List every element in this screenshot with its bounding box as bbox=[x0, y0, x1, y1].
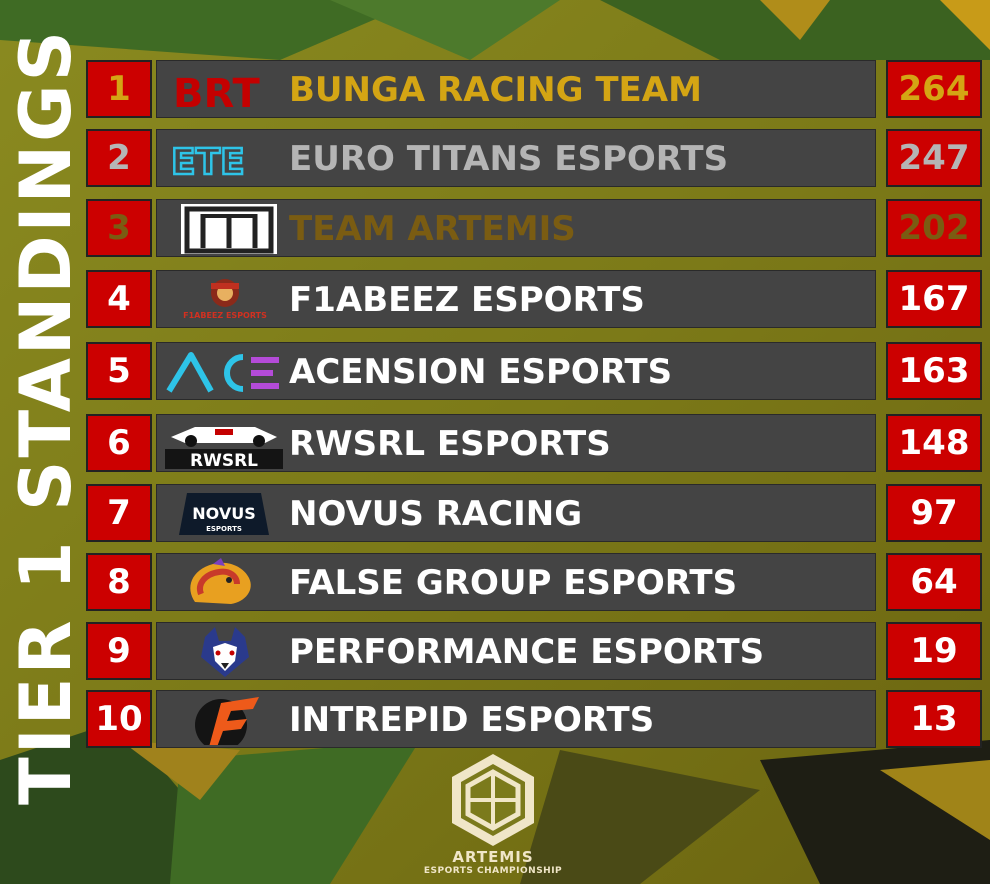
team-name: RWSRL ESPORTS bbox=[289, 424, 611, 464]
artemis-logo-icon bbox=[181, 204, 277, 254]
brt-logo-icon: BRT bbox=[173, 71, 260, 115]
position-badge: 1 bbox=[86, 60, 152, 118]
ace-logo-icon bbox=[166, 352, 279, 393]
f1abeez-logo-icon: F1ABEEZ ESPORTS bbox=[183, 279, 267, 320]
team-cell: ETE EURO TITANS ESPORTS bbox=[156, 129, 876, 187]
ete-logo-icon: ETE bbox=[170, 141, 246, 184]
position-badge: 2 bbox=[86, 129, 152, 187]
team-name: NOVUS RACING bbox=[289, 494, 583, 534]
position-badge: 4 bbox=[86, 270, 152, 328]
team-name: BUNGA RACING TEAM bbox=[289, 70, 702, 110]
team-name: TEAM ARTEMIS bbox=[289, 209, 576, 249]
wolf-logo-icon bbox=[201, 627, 249, 677]
standing-row-9: 9 PERFORMANCE ESPORTS 19 bbox=[0, 622, 990, 680]
footer-subtitle: ESPORTS CHAMPIONSHIP bbox=[423, 866, 563, 876]
team-name: INTREPID ESPORTS bbox=[289, 700, 655, 740]
svg-text:BRT: BRT bbox=[173, 71, 260, 115]
team-cell: TEAM ARTEMIS bbox=[156, 199, 876, 257]
team-cell: RWSRL RWSRL ESPORTS bbox=[156, 414, 876, 472]
points-badge: 97 bbox=[886, 484, 982, 542]
points-badge: 19 bbox=[886, 622, 982, 680]
artemis-championship-logo-icon bbox=[452, 754, 534, 846]
standing-row-6: 6 RWSRL RWSRL ESPORTS 148 bbox=[0, 414, 990, 472]
team-cell: NOVUS ESPORTS NOVUS RACING bbox=[156, 484, 876, 542]
team-name: FALSE GROUP ESPORTS bbox=[289, 563, 738, 603]
team-cell: F1ABEEZ ESPORTS F1ABEEZ ESPORTS bbox=[156, 270, 876, 328]
position-badge: 7 bbox=[86, 484, 152, 542]
standing-row-1: 1 BRT BUNGA RACING TEAM 264 bbox=[0, 60, 990, 118]
points-badge: 264 bbox=[886, 60, 982, 118]
svg-text:F1ABEEZ ESPORTS: F1ABEEZ ESPORTS bbox=[183, 311, 267, 320]
team-cell: BRT BUNGA RACING TEAM bbox=[156, 60, 876, 118]
svg-text:ESPORTS: ESPORTS bbox=[206, 525, 242, 533]
points-badge: 202 bbox=[886, 199, 982, 257]
standing-row-8: 8 FALSE GROUP ESPORTS 64 bbox=[0, 553, 990, 611]
team-cell: INTREPID ESPORTS bbox=[156, 690, 876, 748]
points-badge: 64 bbox=[886, 553, 982, 611]
team-cell: FALSE GROUP ESPORTS bbox=[156, 553, 876, 611]
team-name: EURO TITANS ESPORTS bbox=[289, 139, 729, 179]
position-badge: 9 bbox=[86, 622, 152, 680]
standing-row-5: 5 ACENSION ESPORTS 163 bbox=[0, 342, 990, 400]
standing-row-7: 7 NOVUS ESPORTS NOVUS RACING 97 bbox=[0, 484, 990, 542]
points-badge: 167 bbox=[886, 270, 982, 328]
position-badge: 10 bbox=[86, 690, 152, 748]
position-badge: 5 bbox=[86, 342, 152, 400]
footer-title: ARTEMIS bbox=[452, 848, 534, 866]
position-badge: 3 bbox=[86, 199, 152, 257]
standing-row-3: 3 TEAM ARTEMIS 202 bbox=[0, 199, 990, 257]
team-cell: ACENSION ESPORTS bbox=[156, 342, 876, 400]
team-name: PERFORMANCE ESPORTS bbox=[289, 632, 765, 672]
rwsrl-logo-icon: RWSRL bbox=[165, 427, 283, 469]
standing-row-2: 2 ETE EURO TITANS ESPORTS 247 bbox=[0, 129, 990, 187]
points-badge: 163 bbox=[886, 342, 982, 400]
intrepid-logo-icon bbox=[195, 697, 259, 745]
points-badge: 148 bbox=[886, 414, 982, 472]
team-cell: PERFORMANCE ESPORTS bbox=[156, 622, 876, 680]
position-badge: 8 bbox=[86, 553, 152, 611]
position-badge: 6 bbox=[86, 414, 152, 472]
false-group-logo-icon bbox=[190, 558, 251, 604]
points-badge: 13 bbox=[886, 690, 982, 748]
points-badge: 247 bbox=[886, 129, 982, 187]
team-name: F1ABEEZ ESPORTS bbox=[289, 280, 645, 320]
svg-text:RWSRL: RWSRL bbox=[190, 451, 258, 469]
svg-text:ETE: ETE bbox=[171, 142, 245, 183]
standing-row-10: 10 INTREPID ESPORTS 13 bbox=[0, 690, 990, 748]
team-name: ACENSION ESPORTS bbox=[289, 352, 673, 392]
standing-row-4: 4 F1ABEEZ ESPORTS F1ABEEZ ESPORTS 167 bbox=[0, 270, 990, 328]
svg-text:NOVUS: NOVUS bbox=[192, 504, 255, 523]
novus-logo-icon: NOVUS ESPORTS bbox=[179, 493, 269, 535]
